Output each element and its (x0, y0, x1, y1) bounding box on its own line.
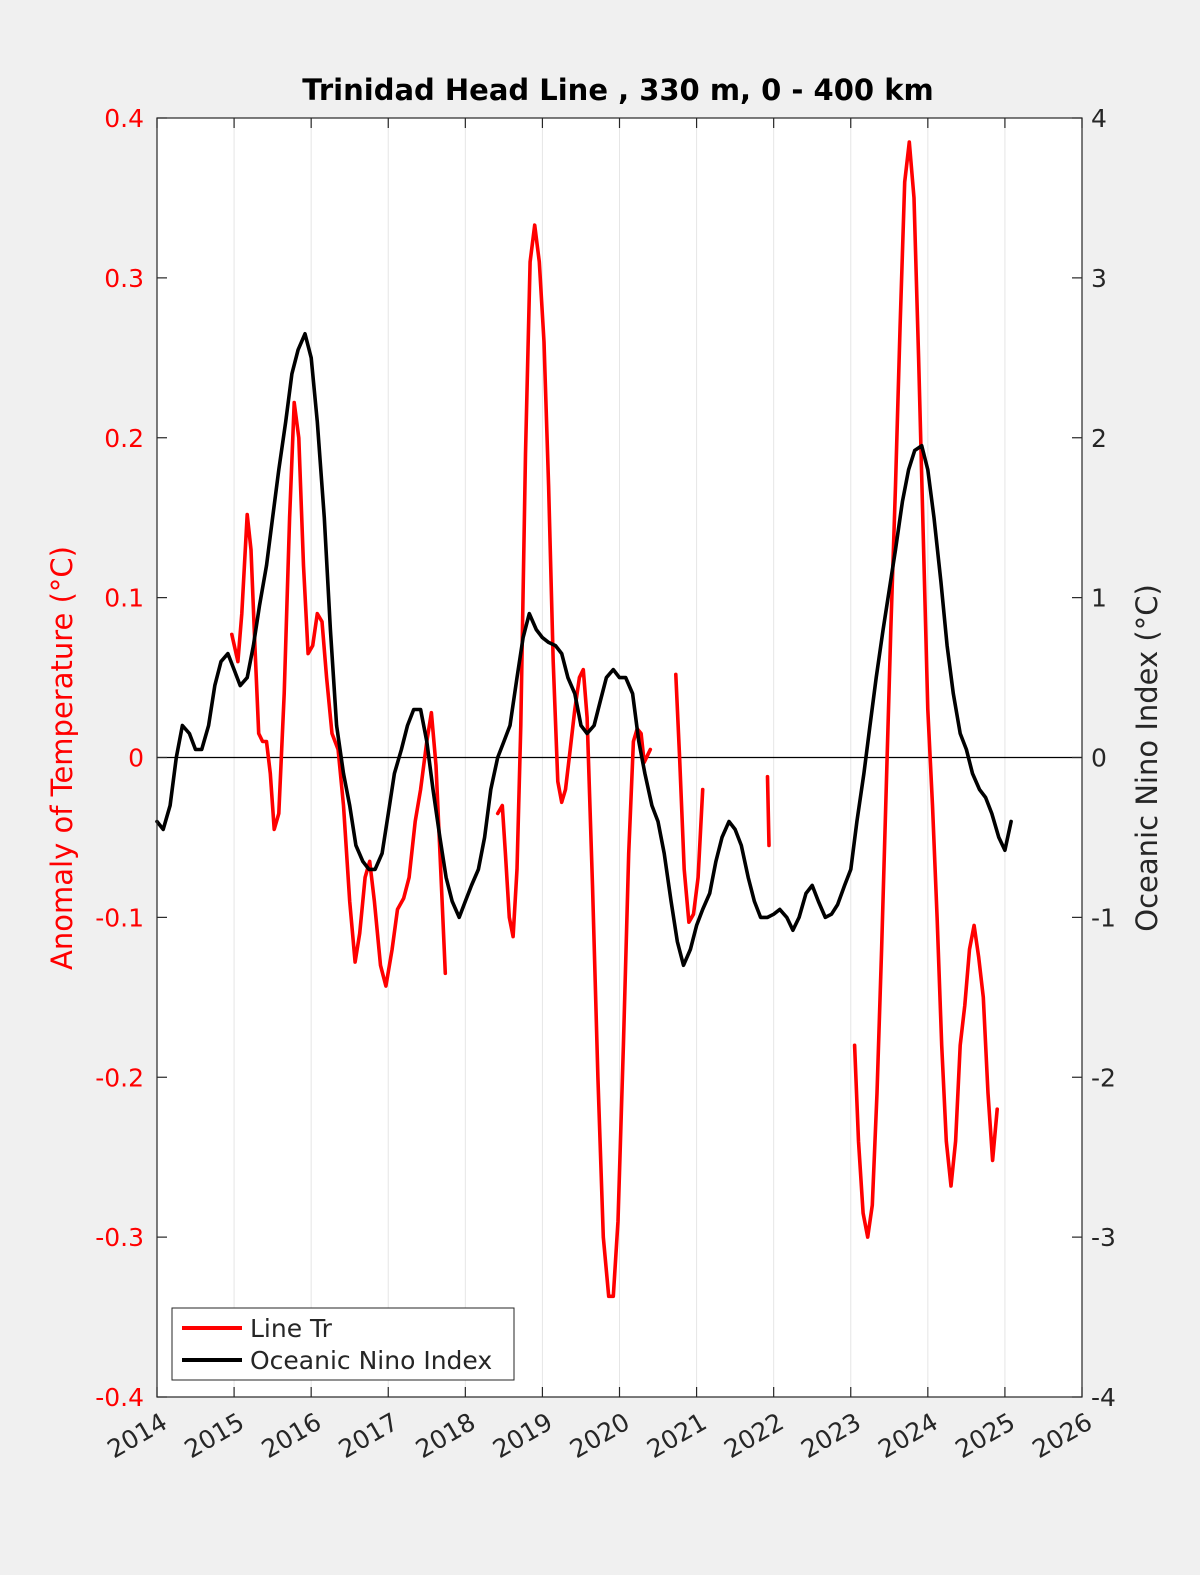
series-line-line-tr (852, 140, 999, 1239)
series-line-line-tr (674, 672, 705, 924)
series-line-oceanic-nino-index (155, 332, 1013, 968)
right-tick-label: -2 (1091, 1063, 1116, 1092)
right-axis-label: Oceanic Nino Index (°C) (1130, 584, 1164, 932)
left-tick-label: -0.2 (95, 1063, 144, 1092)
series-line-line-tr (495, 223, 653, 1299)
legend: Line Tr Oceanic Nino Index (171, 1307, 515, 1381)
left-tick-label: -0.1 (95, 903, 144, 932)
left-tick-label: -0.4 (95, 1383, 144, 1412)
left-tick-label: 0.2 (104, 424, 144, 453)
left-tick-label: 0.1 (104, 584, 144, 613)
left-tick-label: 0.4 (104, 104, 144, 133)
chart-title: Trinidad Head Line , 330 m, 0 - 400 km (302, 73, 933, 107)
series-line-line-tr (230, 400, 448, 988)
legend-label-line-tr: Line Tr (250, 1314, 333, 1343)
right-tick-label: -3 (1091, 1223, 1116, 1252)
left-tick-label: 0.3 (104, 264, 144, 293)
left-tick-label: -0.3 (95, 1223, 144, 1252)
legend-box (171, 1307, 515, 1381)
left-axis-label: Anomaly of Temperature (°C) (45, 546, 79, 970)
series-line-line-tr (765, 774, 771, 848)
right-tick-label: 2 (1091, 424, 1107, 453)
left-tick-label: 0 (128, 744, 144, 773)
right-tick-label: -4 (1091, 1383, 1116, 1412)
legend-label-oni: Oceanic Nino Index (250, 1346, 492, 1375)
right-tick-label: -1 (1091, 903, 1116, 932)
right-tick-label: 4 (1091, 104, 1107, 133)
series-layer (155, 140, 1013, 1299)
right-tick-label: 0 (1091, 744, 1107, 773)
right-tick-label: 3 (1091, 264, 1107, 293)
right-tick-label: 1 (1091, 584, 1107, 613)
